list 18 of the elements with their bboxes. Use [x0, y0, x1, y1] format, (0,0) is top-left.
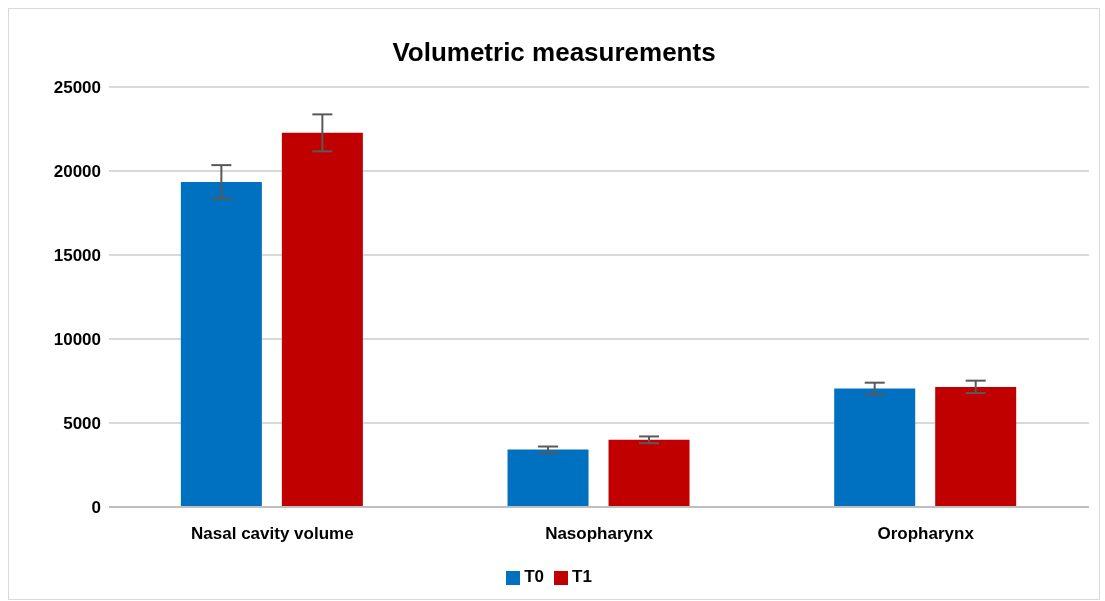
legend-label: T0 — [524, 567, 544, 586]
bar — [180, 181, 262, 507]
bar — [935, 386, 1017, 507]
y-tick-label: 10000 — [53, 330, 101, 350]
y-tick-label: 0 — [91, 498, 101, 518]
bar — [281, 132, 363, 507]
bar — [507, 449, 589, 507]
bar — [834, 388, 916, 507]
legend-label: T1 — [572, 567, 592, 586]
x-tick-label: Oropharynx — [877, 524, 975, 544]
y-tick-label: 15000 — [53, 246, 101, 266]
x-tick-label: Nasal cavity volume — [191, 524, 354, 544]
x-tick-label: Nasopharynx — [545, 524, 654, 544]
y-tick-label: 20000 — [53, 162, 101, 182]
y-tick-label: 25000 — [53, 78, 101, 98]
y-tick-label: 5000 — [63, 414, 101, 434]
bar — [608, 439, 690, 507]
chart-title: Volumetric measurements — [391, 37, 717, 69]
